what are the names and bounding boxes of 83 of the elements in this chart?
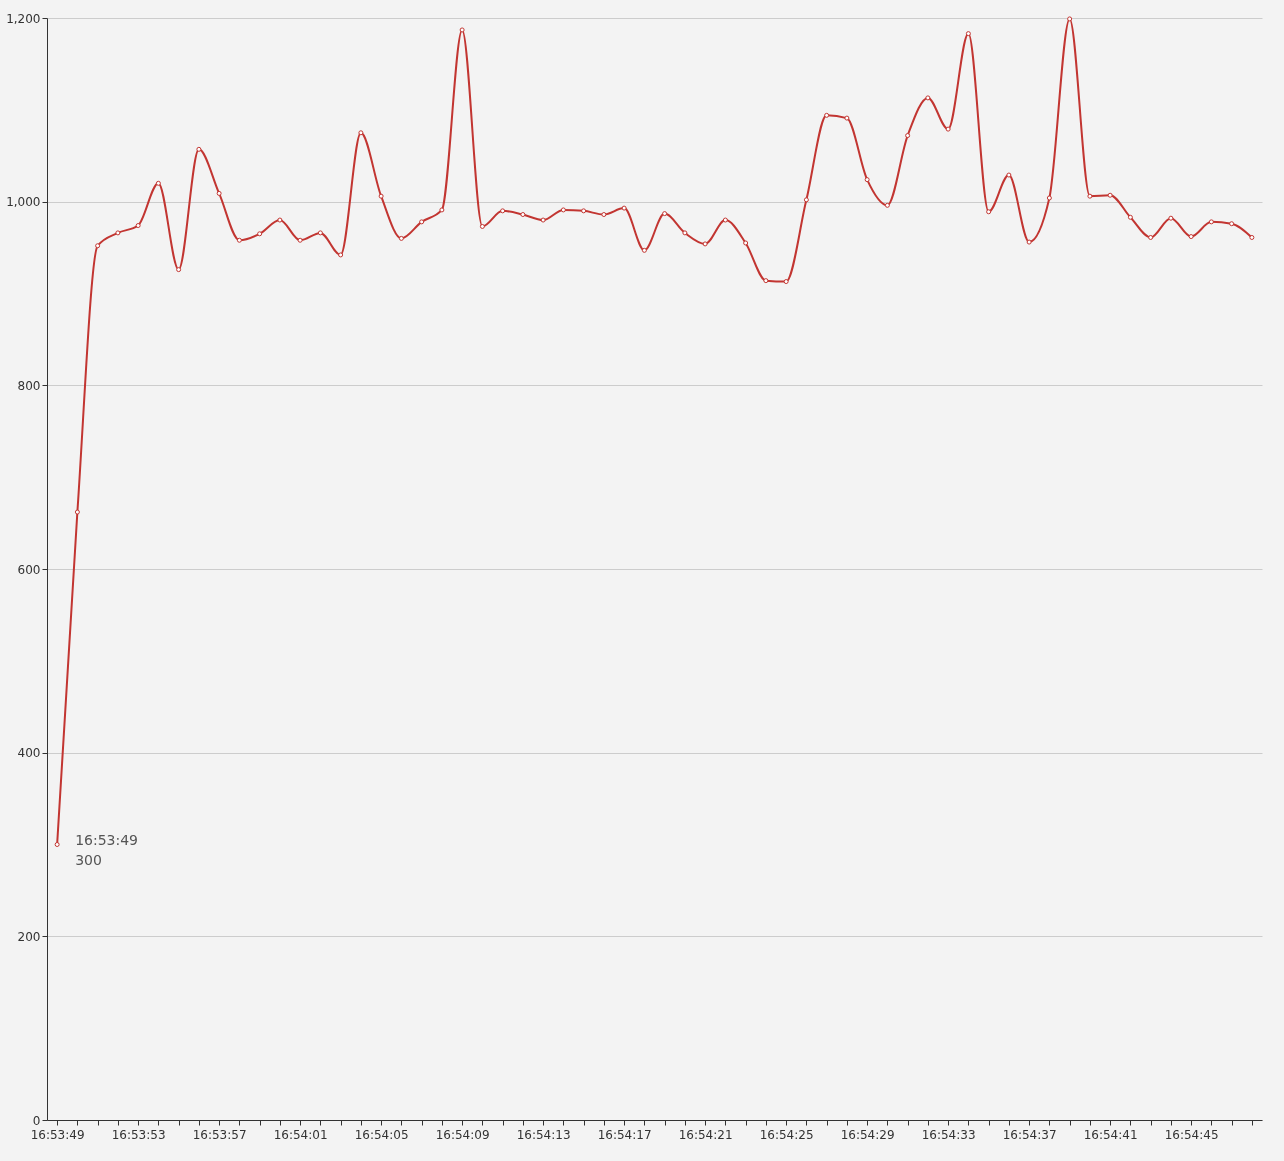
y-tick-label: 0 [32,1113,41,1128]
point [236,237,242,243]
point [803,197,809,203]
point [965,31,971,37]
point [986,209,992,215]
annotation: 16:53:49 300 [75,831,139,868]
point [743,240,749,246]
x-tick-label: 16:54:33 [921,1127,976,1142]
point [277,217,283,223]
y-tick-label: 200 [17,929,41,944]
y-tick-label: 400 [17,746,41,761]
point [1229,221,1235,227]
y-tick-label: 600 [17,562,41,577]
point [398,235,404,241]
x-tick-label: 16:54:17 [597,1127,652,1142]
point [581,208,587,214]
point [297,237,303,243]
point [1168,215,1174,221]
point [419,219,425,225]
point [905,133,911,139]
point [1107,192,1113,198]
point [95,243,101,249]
y-tick-label: 1,200 [6,11,41,26]
y-tick-label: 800 [17,378,41,393]
point [459,27,465,33]
point [1046,195,1052,201]
x-tick-label: 16:54:45 [1164,1127,1219,1142]
point [1067,16,1073,22]
point [1249,234,1255,240]
point [682,230,688,236]
point [1127,214,1133,220]
x-tick-label: 16:54:21 [678,1127,733,1142]
point [621,205,627,211]
point [54,842,60,847]
point [1188,234,1194,240]
point [216,190,222,196]
point [135,223,141,229]
point [520,212,526,218]
x-tick-label: 16:53:49 [30,1127,85,1142]
x-tick-label: 16:53:57 [192,1127,247,1142]
point [1148,234,1154,240]
point [601,212,607,218]
point [702,241,708,247]
point [844,115,850,121]
point [864,177,870,183]
point [662,211,668,217]
point [1006,172,1012,178]
point [641,247,647,253]
point [540,217,546,223]
point [74,509,80,515]
point [115,230,121,236]
x-tick-label: 16:54:05 [354,1127,409,1142]
point [722,217,728,223]
point [155,180,161,186]
point [783,279,789,285]
x-tick-label: 16:54:25 [759,1127,814,1142]
point [176,267,182,273]
y-tick-label: 1,000 [6,195,41,210]
point [500,208,506,214]
x-tick-label: 16:54:29 [840,1127,895,1142]
point [763,278,769,284]
point [1087,193,1093,199]
point [196,146,202,152]
point [1208,219,1214,225]
point [317,230,323,236]
x-tick-label: 16:54:37 [1002,1127,1057,1142]
point [925,95,931,101]
point [378,193,384,199]
point [439,207,445,213]
x-tick-label: 16:54:09 [435,1127,490,1142]
point [560,207,566,213]
x-tick-label: 16:53:53 [111,1127,166,1142]
point [338,252,344,258]
point [1026,239,1032,245]
point [479,223,485,229]
point [358,130,364,136]
x-tick-label: 16:54:13 [516,1127,571,1142]
point [884,202,890,208]
x-tick-label: 16:54:41 [1083,1127,1138,1142]
point [824,112,830,118]
point [945,126,951,132]
point [257,231,263,237]
x-tick-label: 16:54:01 [273,1127,328,1142]
